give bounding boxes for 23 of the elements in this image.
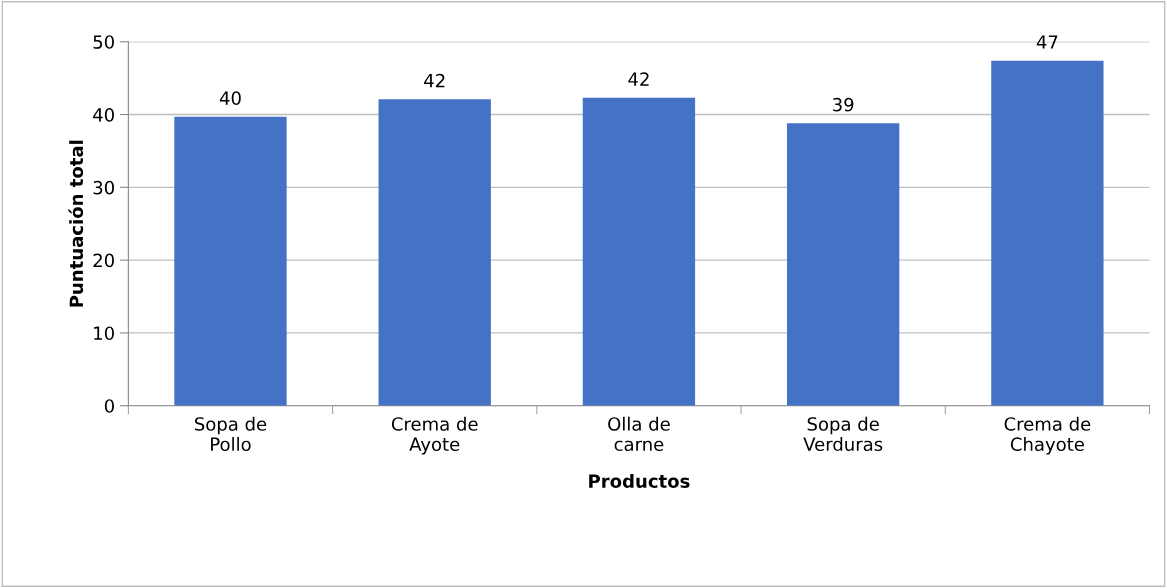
data-label: 42: [424, 73, 445, 88]
x-tick-label: Sopa de Pollo: [195, 416, 267, 452]
y-axis-title: Puntuación total: [68, 140, 84, 307]
x-tick-label: Crema de Ayote: [391, 416, 478, 455]
data-label: 47: [1036, 35, 1058, 49]
bar: [991, 60, 1104, 406]
x-tick-label: Crema de Chayote: [1004, 416, 1091, 455]
x-axis-title: Productos: [589, 473, 690, 488]
x-tick-label: Olla de carne: [608, 416, 670, 452]
bar: [378, 99, 491, 406]
data-label: 40: [219, 91, 241, 105]
data-label: 42: [628, 72, 649, 86]
x-tick-label: Sopa de Verduras: [803, 416, 883, 452]
data-label: 39: [833, 97, 854, 112]
y-tick-label: 0: [104, 399, 114, 413]
y-tick-label: 30: [93, 180, 114, 195]
y-tick-label: 10: [94, 326, 114, 341]
y-tick-label: 50: [93, 35, 114, 49]
bar: [582, 97, 696, 406]
y-tick-label: 20: [93, 253, 114, 268]
bar: [787, 123, 900, 406]
bar: [174, 116, 287, 406]
y-tick-label: 40: [93, 108, 114, 122]
